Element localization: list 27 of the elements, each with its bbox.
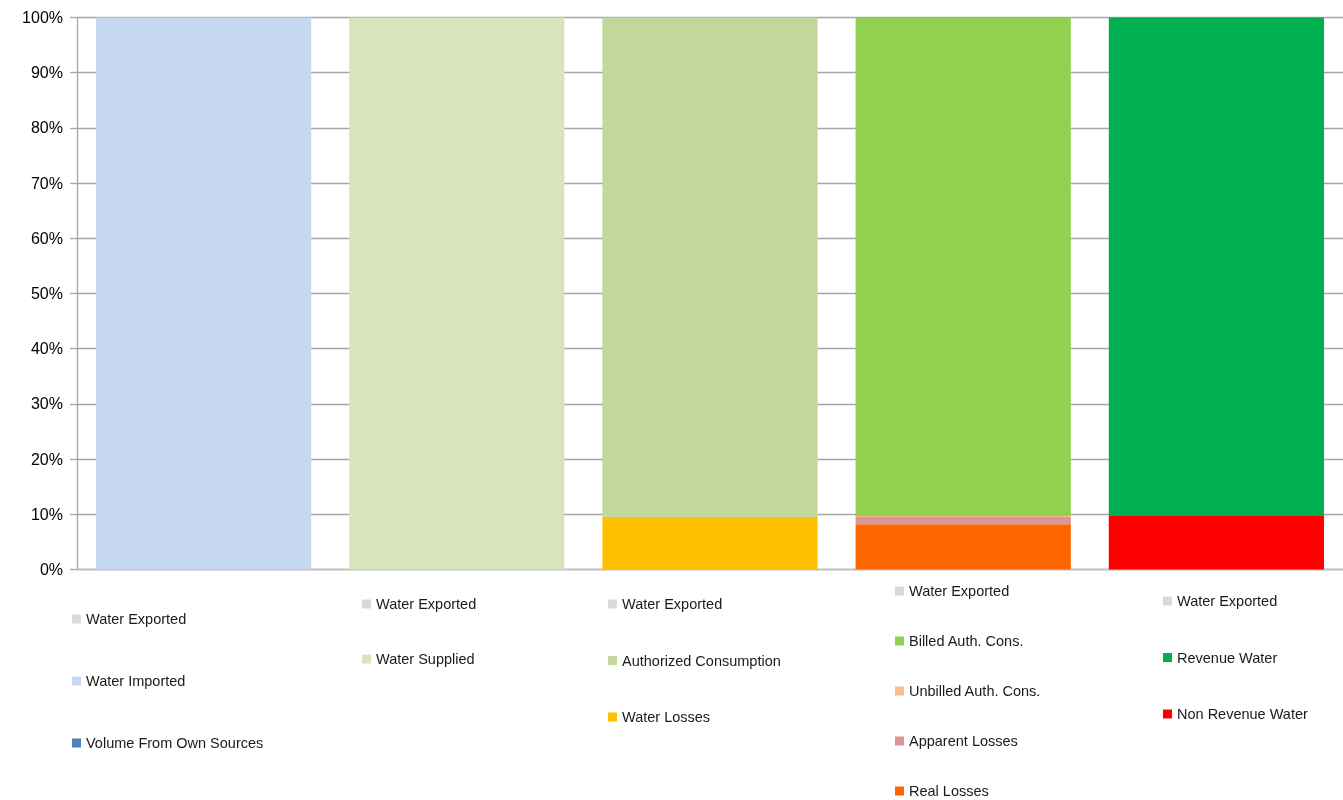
legend-label: Water Exported <box>909 583 1010 599</box>
legend-label: Billed Auth. Cons. <box>909 633 1024 649</box>
legend-label: Water Exported <box>86 611 187 627</box>
y-tick-label: 50% <box>30 285 63 302</box>
legend-label: Revenue Water <box>1177 649 1278 666</box>
y-tick-label: 30% <box>30 395 63 413</box>
y-tick-label: 10% <box>30 505 63 523</box>
y-tick-label: 70% <box>30 174 63 192</box>
legend-label: Volume From Own Sources <box>86 735 264 751</box>
legend-label: Real Losses <box>909 783 989 799</box>
legend-label: Water Exported <box>622 596 723 612</box>
y-tick-label: 90% <box>30 64 63 82</box>
y-tick-label: 0% <box>39 561 63 578</box>
legend-label: Water Exported <box>376 596 477 612</box>
y-tick-label: 20% <box>30 450 63 468</box>
legend-label: Unbilled Auth. Cons. <box>909 683 1041 699</box>
legend-label: Water Supplied <box>376 651 475 667</box>
y-tick-label: 40% <box>30 340 63 358</box>
y-tick-label: 60% <box>30 229 63 247</box>
legend-label: Authorized Consumption <box>622 652 781 669</box>
legend-label: Water Exported <box>1177 593 1278 609</box>
legend-label: Apparent Losses <box>909 733 1018 749</box>
legend-label: Non Revenue Water <box>1177 706 1308 722</box>
legend-label: Water Losses <box>622 709 711 725</box>
y-tick-label: 80% <box>30 119 63 137</box>
y-tick-label: 100% <box>22 9 63 26</box>
legend-label: Water Imported <box>86 673 186 689</box>
